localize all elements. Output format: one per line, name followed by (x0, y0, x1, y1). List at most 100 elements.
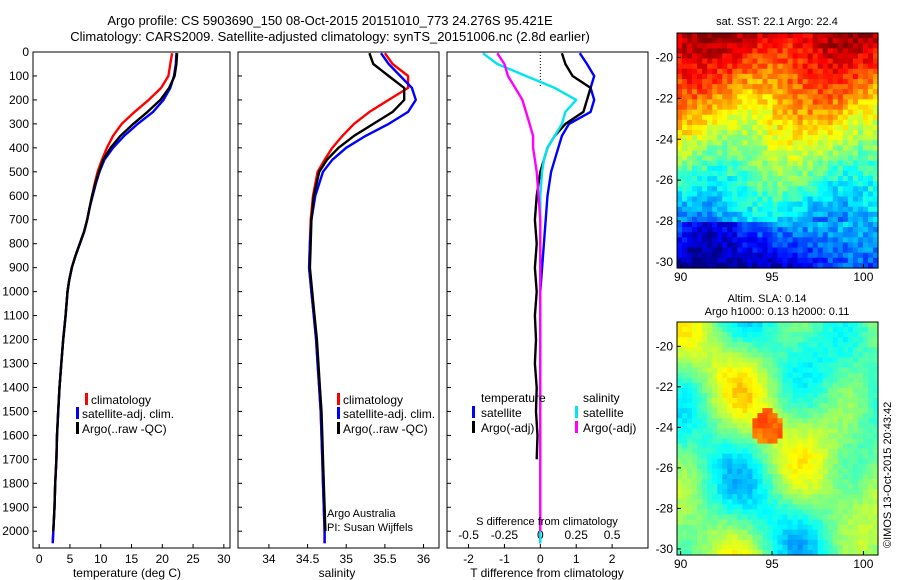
heatmap-cell (762, 216, 769, 223)
heatmap-cell (727, 372, 733, 379)
heatmap-cell (687, 484, 693, 490)
heatmap-cell (782, 109, 789, 116)
heatmap-cell (712, 170, 718, 177)
heatmap-cell (792, 357, 799, 364)
heatmap-cell (752, 33, 759, 39)
heatmap-cell (772, 43, 779, 49)
heatmap-cell (742, 232, 748, 238)
heatmap-cell (747, 514, 753, 521)
heatmap-cell (722, 484, 728, 490)
heatmap-cell (712, 191, 718, 198)
heatmap-cell (832, 160, 839, 167)
heatmap-cell (852, 186, 859, 192)
heatmap-cell (867, 43, 874, 49)
heatmap-cell (812, 160, 819, 167)
heatmap-cell (747, 549, 753, 556)
heatmap-cell (677, 337, 683, 343)
heatmap-cell (772, 387, 779, 394)
heatmap-cell (817, 196, 824, 203)
heatmap-cell (752, 443, 759, 450)
heatmap-cell (702, 38, 708, 44)
heatmap-cell (747, 468, 753, 475)
heatmap-cell (732, 524, 738, 531)
heatmap-cell (752, 468, 759, 475)
heatmap-cell (832, 468, 839, 475)
heatmap-cell (857, 382, 864, 389)
heatmap-cell (802, 165, 809, 172)
heatmap-cell (797, 53, 804, 60)
heatmap-cell (772, 403, 779, 409)
heatmap-cell (812, 372, 819, 379)
heatmap-cell (832, 94, 839, 101)
heatmap-cell (712, 78, 718, 85)
heatmap-cell (787, 53, 794, 60)
heatmap-cell (687, 544, 693, 551)
heatmap-cell (867, 206, 874, 213)
heatmap-cell (842, 176, 849, 182)
heatmap-cell (812, 428, 819, 435)
heatmap-cell (747, 448, 753, 455)
heatmap-cell (847, 423, 854, 429)
heatmap-cell (677, 408, 683, 414)
heatmap-cell (842, 196, 849, 203)
heatmap-cell (822, 347, 829, 353)
heatmap-cell (732, 458, 738, 465)
heatmap-cell (842, 99, 849, 106)
heatmap-cell (737, 252, 743, 259)
heatmap-cell (857, 362, 864, 369)
heatmap-cell (872, 418, 879, 424)
heatmap-cell (692, 140, 698, 146)
heatmap-cell (717, 257, 723, 264)
heatmap-cell (762, 453, 769, 460)
heatmap-cell (727, 94, 733, 101)
heatmap-cell (742, 145, 748, 152)
heatmap-cell (707, 347, 713, 353)
heatmap-cell (712, 48, 718, 55)
heatmap-cell (767, 357, 774, 364)
heatmap-cell (812, 489, 819, 495)
heatmap-cell (762, 201, 769, 208)
heatmap-cell (707, 99, 713, 106)
heatmap-cell (782, 392, 789, 399)
heatmap-cell (732, 130, 738, 136)
heatmap-cell (727, 222, 733, 228)
heatmap-cell (687, 186, 693, 192)
heatmap-cell (742, 362, 748, 369)
heatmap-cell (802, 352, 809, 359)
heatmap-cell (812, 201, 819, 208)
heatmap-cell (697, 438, 703, 445)
heatmap-cell (717, 473, 723, 480)
heatmap-cell (807, 392, 814, 399)
heatmap-cell (727, 124, 733, 131)
heatmap-cell (737, 514, 743, 521)
heatmap-cell (847, 262, 854, 269)
heatmap-cell (727, 145, 733, 152)
heatmap-cell (792, 392, 799, 399)
heatmap-cell (717, 408, 723, 414)
heatmap-cell (717, 418, 723, 424)
heatmap-cell (717, 63, 723, 70)
heatmap-cell (807, 453, 814, 460)
map-frame (676, 321, 879, 556)
heatmap-cell (747, 342, 753, 348)
heatmap-cell (797, 458, 804, 465)
heatmap-cell (847, 524, 854, 531)
heatmap-cell (817, 211, 824, 218)
heatmap-cell (837, 423, 844, 429)
heatmap-cell (797, 196, 804, 203)
heatmap-cell (752, 534, 759, 541)
heatmap-cell (752, 232, 759, 238)
heatmap-cell (787, 262, 794, 269)
heatmap-cell (852, 145, 859, 152)
heatmap-cell (727, 534, 733, 541)
x-tick-label: 0 (36, 552, 43, 566)
heatmap-cell (702, 408, 708, 414)
heatmap-cell (817, 170, 824, 177)
heatmap-cell (722, 114, 728, 121)
heatmap-cell (762, 504, 769, 511)
heatmap-cell (827, 423, 834, 429)
heatmap-cell (792, 84, 799, 90)
heatmap-cell (872, 433, 879, 440)
heatmap-cell (747, 119, 753, 126)
heatmap-cell (812, 423, 819, 429)
